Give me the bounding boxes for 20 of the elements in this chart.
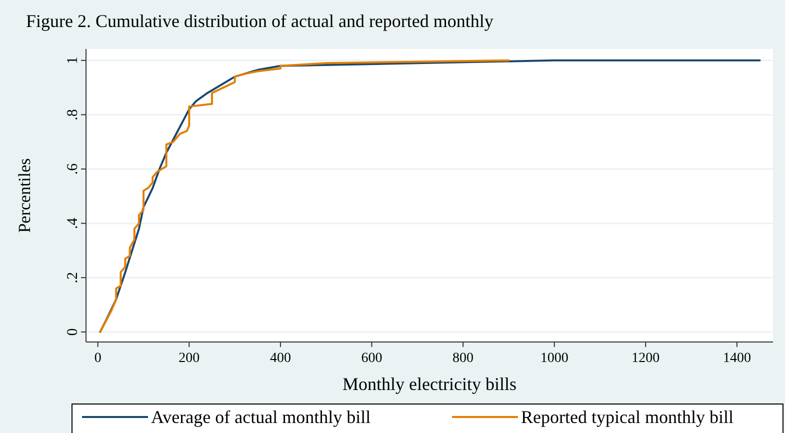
legend-label: Average of actual monthly bill [151,407,371,427]
x-axis-title: Monthly electricity bills [342,374,516,394]
line-series [99,59,510,333]
x-tick-label: 1400 [722,351,751,366]
x-tick-label: 600 [361,351,382,366]
y-tick-label: .6 [65,162,81,175]
x-tick-label: 0 [94,351,102,366]
y-tick-label: .2 [65,272,81,284]
chart-title: Figure 2. Cumulative distribution of actual and reported monthly [26,11,494,31]
x-tick-label: 200 [178,351,200,366]
y-tick-label: 1 [65,56,81,64]
x-tick-label: 400 [270,351,291,366]
y-tick-label: 0 [65,328,81,336]
x-tick-label: 1000 [540,351,568,366]
x-tick-label: 1200 [632,351,660,366]
y-axis-title: Percentiles [15,158,34,233]
y-tick-label: .4 [65,217,81,229]
y-tick-label: .8 [65,109,81,120]
x-tick-label: 800 [452,351,474,366]
legend-label: Reported typical monthly bill [521,407,734,427]
